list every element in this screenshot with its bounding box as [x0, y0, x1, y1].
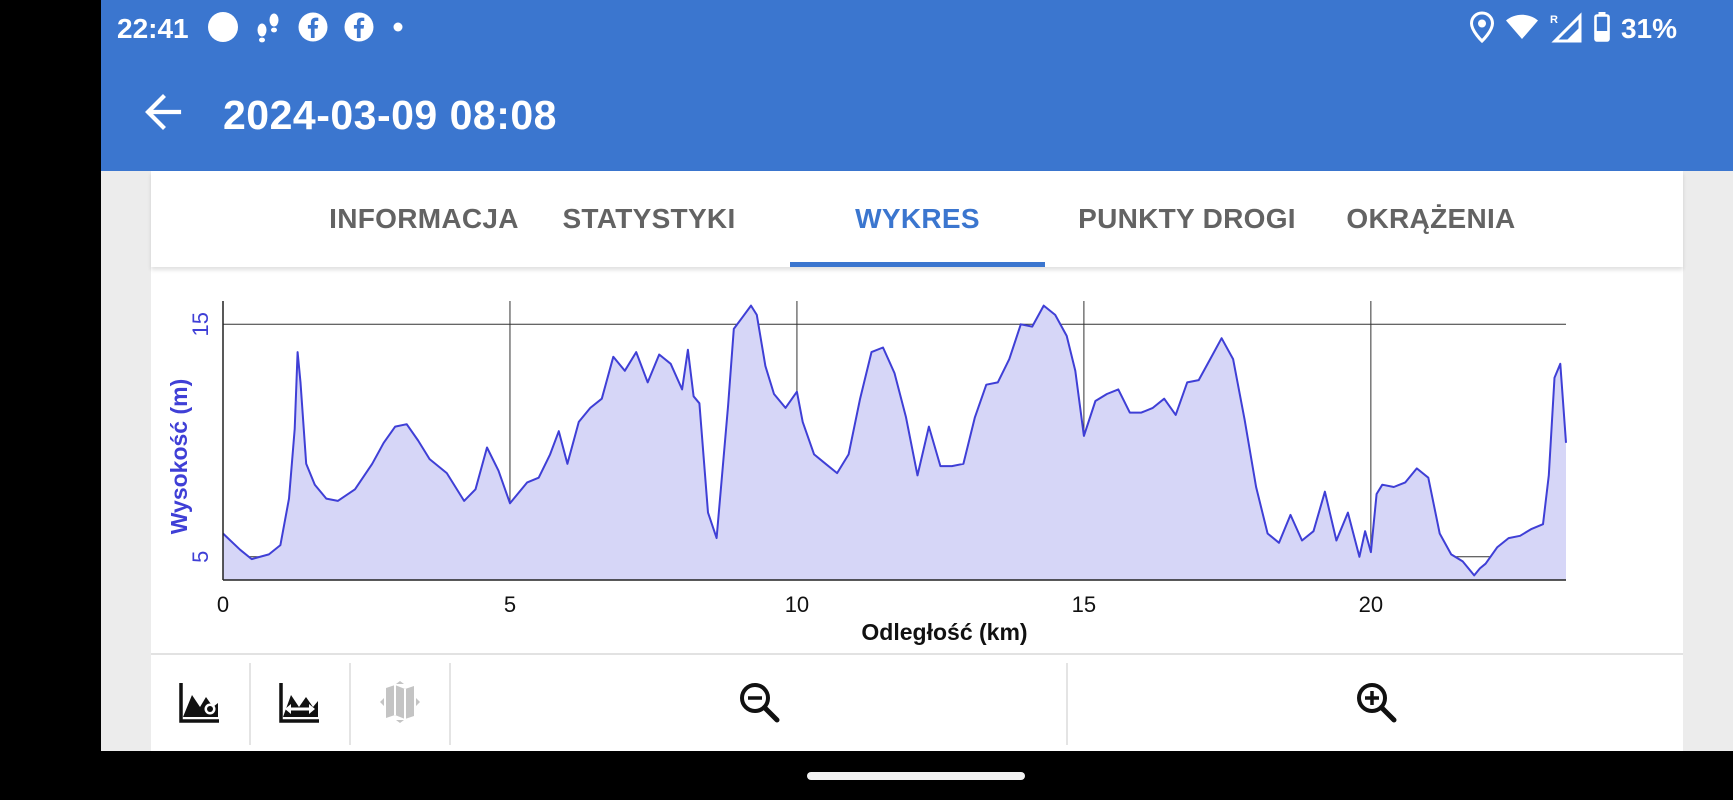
map-icon: [377, 679, 423, 730]
circle-notification-icon: [207, 11, 239, 48]
zoom-in-icon: [1354, 680, 1398, 729]
toolbar-divider: [249, 663, 251, 745]
content-card: INFORMACJA STATYSTYKI WYKRES PUNKTY DROG…: [151, 171, 1683, 751]
zoom-out-icon: [737, 680, 781, 729]
battery-icon: [1593, 11, 1611, 48]
tab-bar: INFORMACJA STATYSTYKI WYKRES PUNKTY DROG…: [151, 171, 1683, 267]
battery-percentage: 31%: [1620, 13, 1677, 44]
home-gesture-handle[interactable]: [807, 772, 1025, 780]
phone-screen: 22:41 R: [101, 0, 1733, 751]
y-tick-label: 5: [188, 551, 213, 563]
facebook-icon: [343, 11, 375, 48]
facebook-icon: [297, 11, 329, 48]
footsteps-icon: [253, 11, 283, 48]
chart-pan-button[interactable]: [251, 655, 349, 751]
x-tick-label: 15: [1072, 592, 1096, 617]
map-button[interactable]: [351, 655, 449, 751]
x-tick-label: 0: [217, 592, 229, 617]
x-tick-label: 20: [1359, 592, 1383, 617]
chart-settings-button[interactable]: [151, 655, 249, 751]
svg-text:R: R: [1550, 14, 1558, 26]
status-notifications: [207, 11, 407, 48]
chart-settings-icon: [177, 679, 223, 730]
y-tick-labels: 5 15: [188, 312, 213, 563]
chart-pan-icon: [277, 679, 323, 730]
toolbar-divider: [349, 663, 351, 745]
wifi-icon: [1505, 11, 1539, 48]
x-tick-label: 10: [785, 592, 809, 617]
status-system-icons: R 31%: [1469, 10, 1677, 48]
dot-icon: [389, 11, 407, 48]
zoom-in-button[interactable]: [1068, 655, 1683, 751]
x-tick-labels: 0 5 10 15 20: [217, 592, 1383, 617]
y-axis-label: Wysokość (m): [166, 379, 192, 535]
zoom-out-button[interactable]: [451, 655, 1066, 751]
tab-informacja[interactable]: INFORMACJA: [329, 203, 519, 234]
chart-axes: [222, 301, 1566, 581]
back-button[interactable]: [133, 88, 193, 140]
y-tick-label: 15: [188, 312, 213, 336]
status-time: 22:41: [117, 13, 189, 44]
series-area-fill: [223, 305, 1566, 580]
page-title: 2024-03-09 08:08: [223, 92, 557, 138]
signal-roaming-icon: R: [1549, 11, 1583, 48]
x-tick-label: 5: [504, 592, 516, 617]
toolbar-divider: [449, 663, 451, 745]
app-header: 22:41 R: [101, 0, 1733, 171]
x-axis-label: Odległość (km): [861, 619, 1027, 645]
elevation-chart[interactable]: 0 5 10 15 20 5 15 Odległość (km) Wysokość (m): [151, 267, 1683, 653]
tab-okrazenia[interactable]: OKRĄŻENIA: [1346, 203, 1516, 234]
chart-toolbar: [151, 653, 1683, 751]
arrow-back-icon: [143, 92, 183, 137]
location-icon: [1469, 10, 1495, 48]
tab-statystyki[interactable]: STATYSTYKI: [562, 203, 736, 234]
toolbar-divider: [1066, 663, 1068, 745]
series-line: [222, 304, 1567, 577]
system-navigation-bar: [101, 751, 1733, 800]
tab-wykres[interactable]: WYKRES: [790, 171, 1045, 267]
tab-punkty-drogi[interactable]: PUNKTY DROGI: [1078, 203, 1296, 234]
